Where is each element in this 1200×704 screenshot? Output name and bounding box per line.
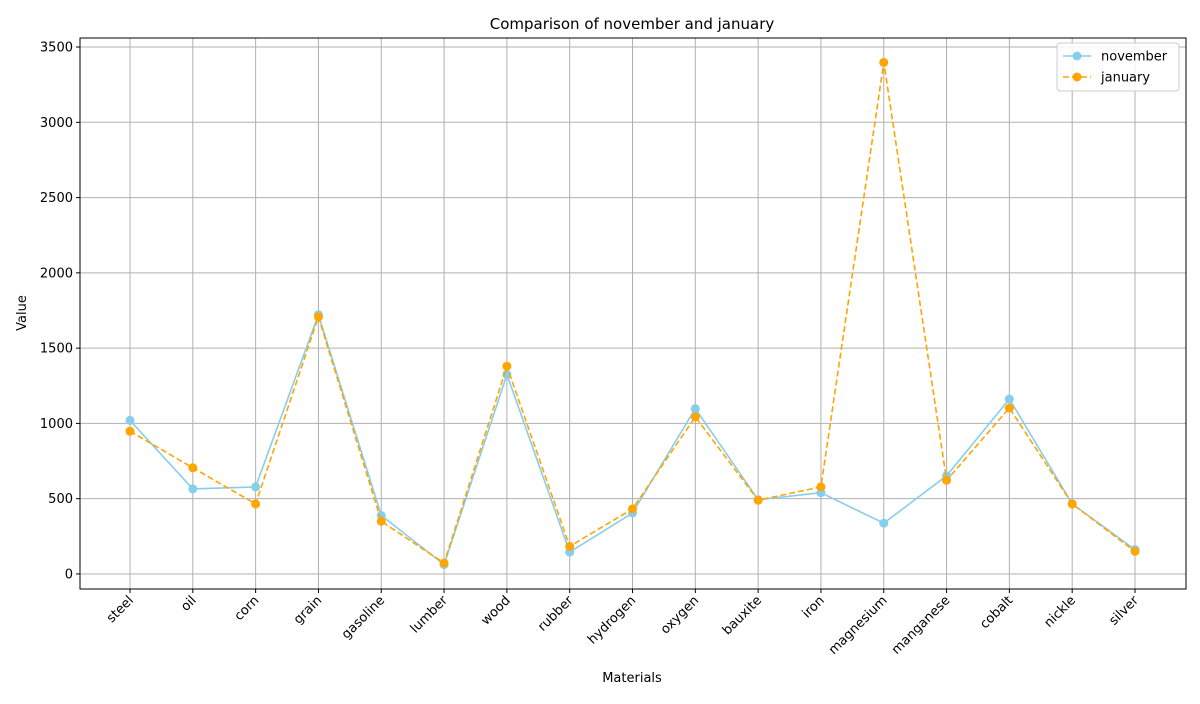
data-point-january — [1067, 499, 1077, 509]
x-tick-label: silver — [1106, 593, 1142, 629]
data-point-november — [1004, 394, 1014, 404]
x-tick-label: lumber — [408, 593, 452, 637]
data-point-january — [439, 558, 449, 568]
x-tick-label: nickle — [1041, 593, 1079, 631]
x-tick-label: hydrogen — [585, 593, 639, 647]
y-tick-label: 1000 — [40, 417, 73, 432]
x-tick-label: cobalt — [977, 593, 1016, 632]
legend: november january — [1056, 42, 1180, 92]
x-tick-label: corn — [232, 593, 263, 624]
y-tick-label: 1500 — [40, 342, 73, 357]
data-point-january — [565, 541, 575, 551]
legend-box — [1056, 42, 1180, 92]
x-tick-label: bauxite — [720, 593, 765, 638]
x-tick-label: gasoline — [339, 593, 388, 642]
data-point-november — [188, 484, 198, 494]
data-point-january — [502, 361, 512, 371]
y-axis-label: Value — [15, 295, 30, 331]
data-point-january — [816, 482, 826, 492]
legend-marker-january — [1072, 72, 1082, 82]
data-point-january — [942, 475, 952, 485]
grid-lines — [80, 38, 1186, 589]
data-point-january — [753, 495, 763, 505]
x-tick-label: oxygen — [658, 593, 702, 637]
data-point-january — [628, 504, 637, 514]
data-point-january — [1130, 546, 1140, 556]
legend-label-january: january — [1100, 71, 1150, 86]
x-tick-label: manganese — [889, 593, 953, 657]
y-tick-label: 2500 — [40, 191, 73, 206]
data-point-january — [313, 312, 323, 322]
data-point-january — [879, 57, 889, 67]
legend-marker-november — [1072, 51, 1082, 61]
x-tick-label: steel — [104, 593, 137, 626]
series-layer — [125, 57, 1140, 570]
data-point-january — [1004, 403, 1014, 413]
x-tick-label: rubber — [535, 593, 577, 635]
y-tick-label: 0 — [65, 567, 73, 582]
y-tick-label: 500 — [48, 492, 73, 507]
x-tick-label: grain — [291, 593, 325, 627]
legend-label-november: november — [1101, 50, 1168, 65]
x-tick-label: iron — [800, 593, 828, 621]
data-point-january — [188, 463, 198, 473]
data-point-january — [376, 516, 386, 526]
x-tick-label: oil — [178, 593, 199, 614]
x-tick-label: wood — [478, 593, 513, 628]
y-tick-label: 2000 — [40, 266, 73, 281]
x-tick-label: magnesium — [826, 593, 891, 658]
x-axis-label: Materials — [602, 671, 662, 686]
data-point-november — [879, 518, 889, 528]
data-point-january — [690, 412, 700, 422]
data-point-november — [690, 404, 700, 414]
plot-frame — [79, 37, 1187, 590]
data-point-november — [251, 482, 261, 492]
data-point-january — [125, 426, 135, 436]
data-point-january — [251, 499, 261, 509]
y-tick-label: 3500 — [40, 41, 73, 56]
data-point-november — [125, 415, 135, 425]
chart-title: Comparison of november and january — [490, 15, 775, 33]
y-tick-label: 3000 — [40, 116, 73, 131]
